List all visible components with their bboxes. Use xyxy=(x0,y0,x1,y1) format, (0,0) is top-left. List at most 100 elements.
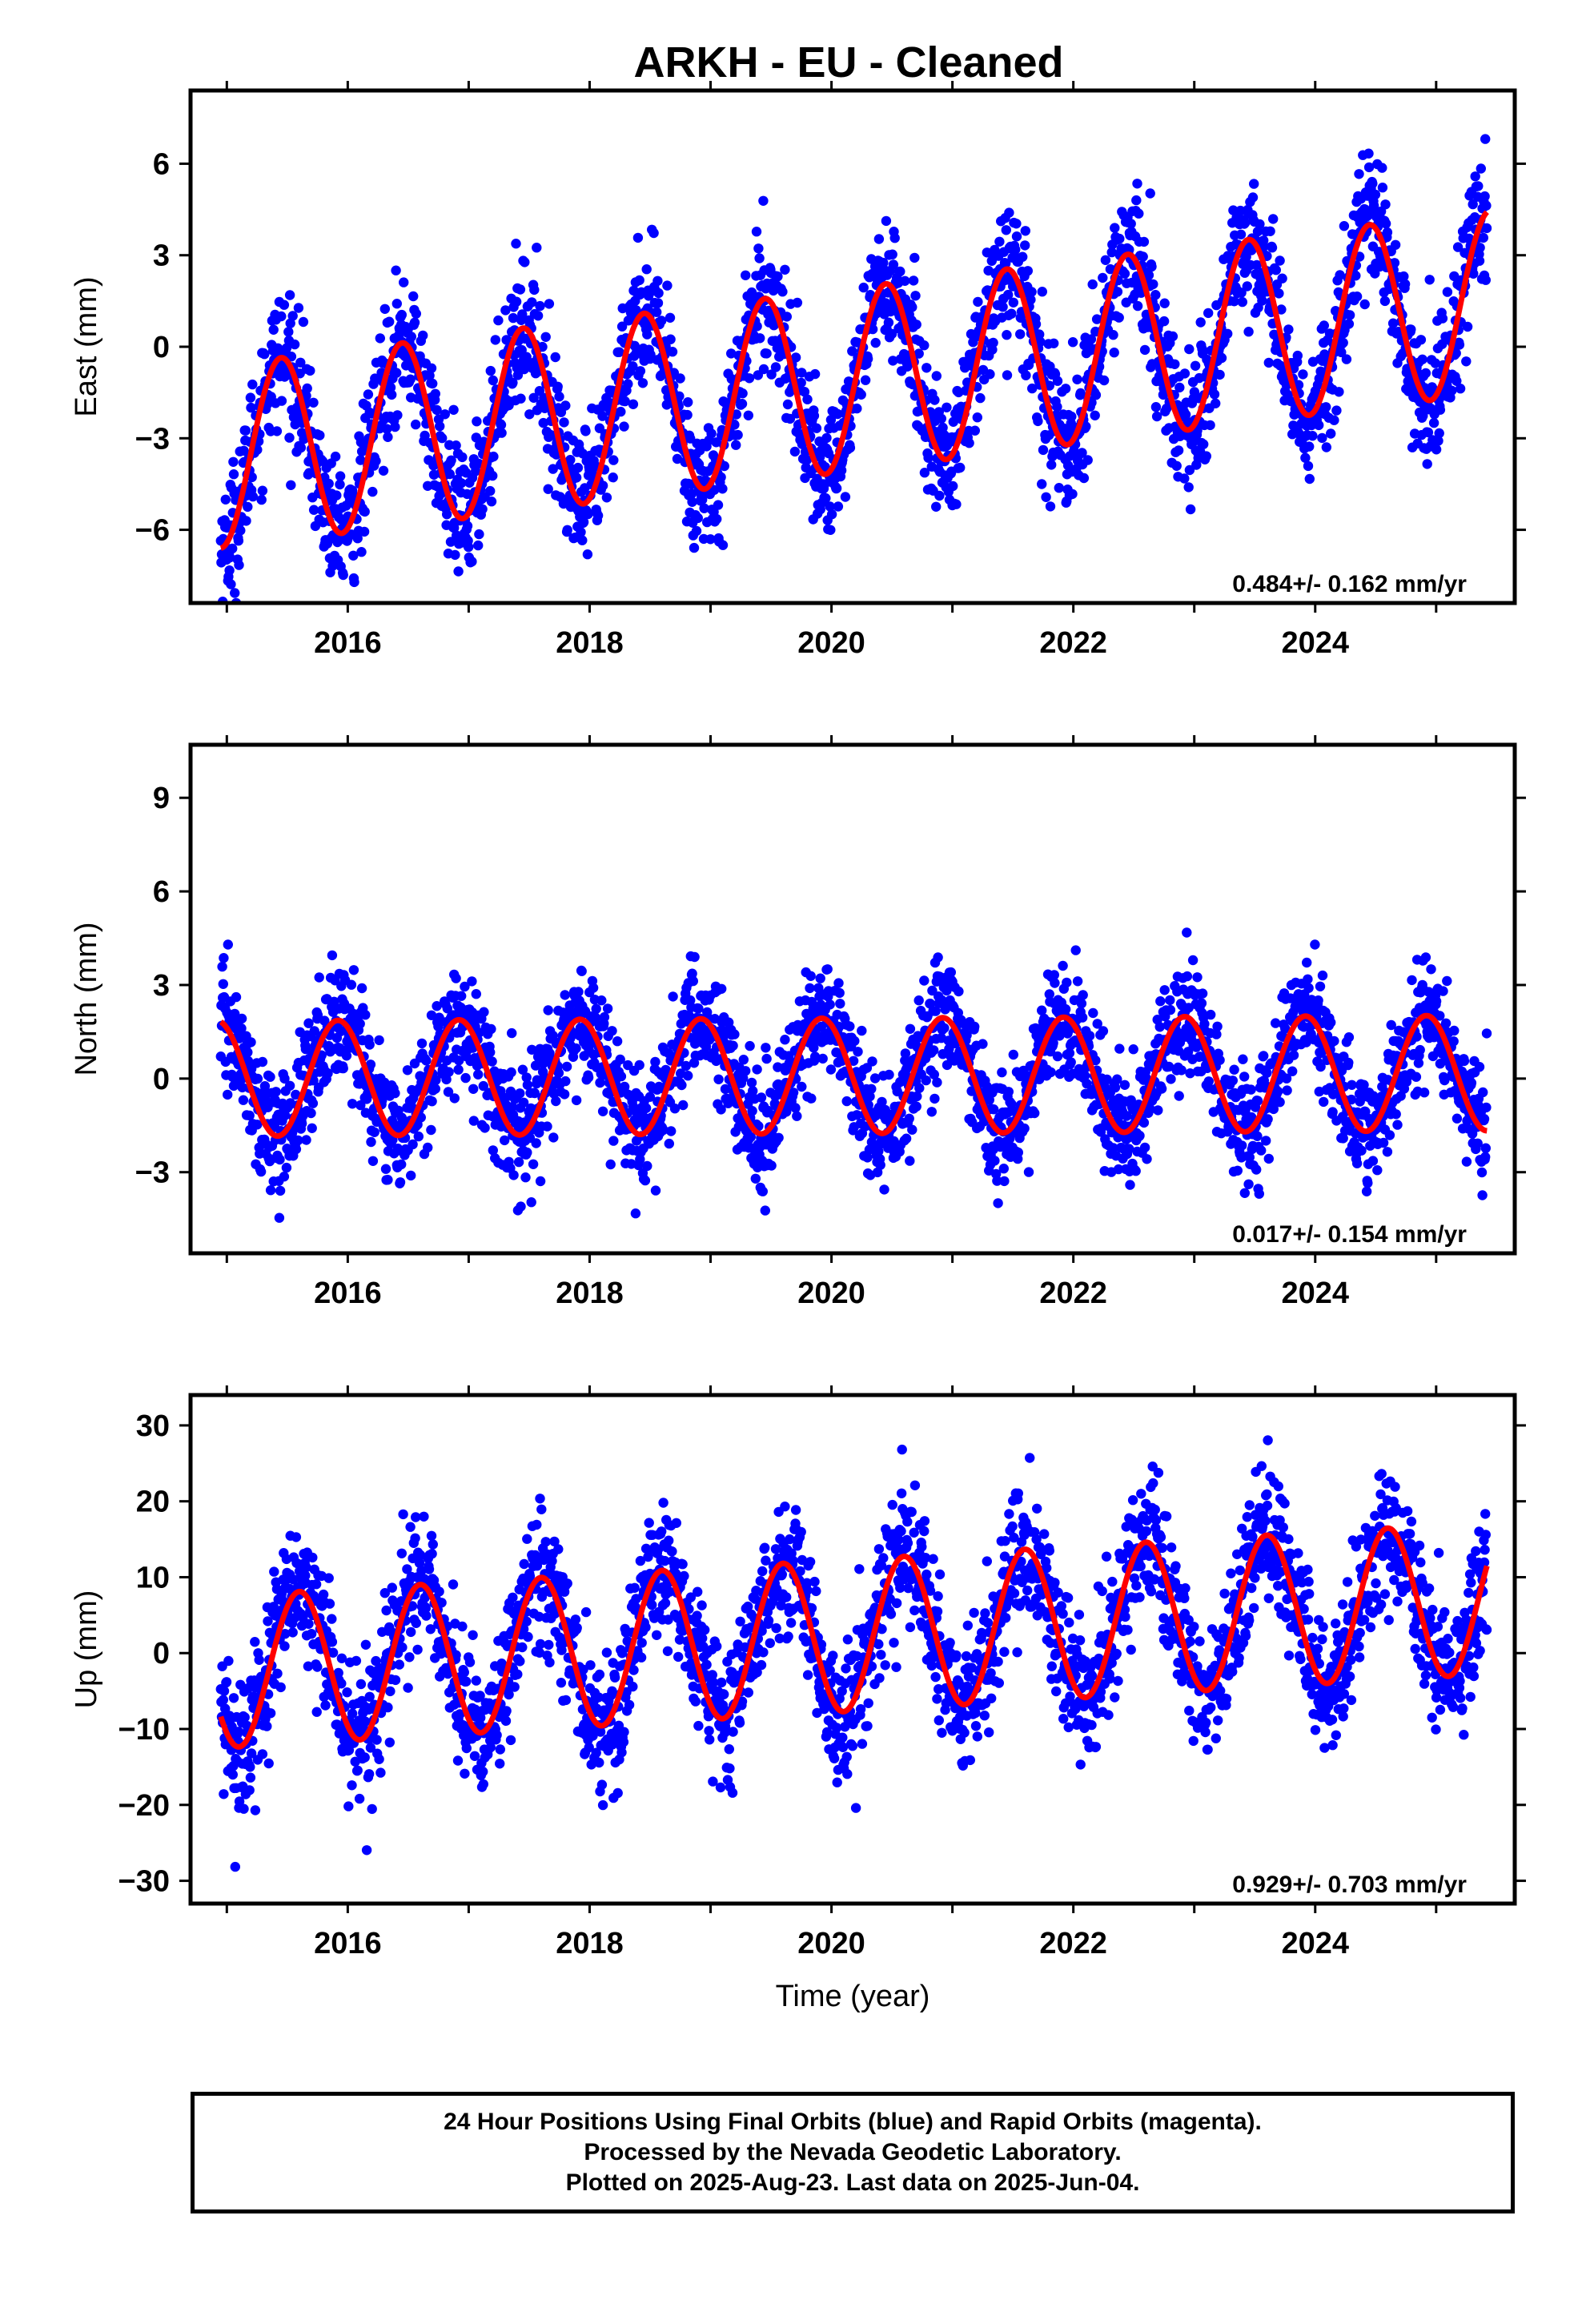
data-point xyxy=(816,1021,827,1032)
data-point xyxy=(1185,1068,1195,1079)
data-point xyxy=(658,1124,669,1136)
data-point xyxy=(1044,380,1055,391)
data-point xyxy=(1389,258,1400,268)
data-point xyxy=(1010,244,1021,255)
data-point xyxy=(427,1096,437,1107)
data-point xyxy=(265,1072,275,1082)
data-point xyxy=(379,304,390,314)
data-point xyxy=(553,1068,564,1079)
data-point xyxy=(360,1010,371,1020)
data-point xyxy=(431,1075,441,1085)
data-point xyxy=(752,321,762,332)
data-point xyxy=(430,1084,440,1094)
data-point xyxy=(528,1159,539,1170)
data-point xyxy=(966,328,977,340)
data-point xyxy=(1163,1061,1174,1072)
data-point xyxy=(1150,402,1162,412)
data-point xyxy=(758,364,769,375)
data-point xyxy=(1377,163,1387,173)
data-point xyxy=(998,302,1008,312)
data-point xyxy=(559,1089,570,1100)
data-point xyxy=(770,362,781,372)
data-point xyxy=(516,344,527,356)
data-point xyxy=(1066,411,1077,422)
data-point xyxy=(1256,1145,1267,1156)
data-point xyxy=(413,1131,424,1142)
data-point xyxy=(717,540,729,550)
data-point xyxy=(1251,259,1263,271)
data-point xyxy=(312,1010,323,1020)
y-axis-label: East (mm) xyxy=(70,276,103,416)
data-point xyxy=(1478,232,1489,243)
data-point xyxy=(1006,308,1017,319)
data-point xyxy=(279,1073,290,1084)
data-point xyxy=(1276,304,1287,315)
data-point xyxy=(257,485,268,496)
data-point xyxy=(323,1068,333,1079)
data-point xyxy=(448,404,459,415)
data-point xyxy=(443,1087,454,1097)
data-point xyxy=(921,363,932,373)
data-point xyxy=(1252,1131,1263,1142)
data-point xyxy=(1415,335,1427,345)
data-point xyxy=(372,1115,383,1126)
data-point xyxy=(305,365,315,376)
data-point xyxy=(275,1185,286,1196)
data-point xyxy=(1139,344,1150,356)
data-point xyxy=(938,422,948,433)
data-point xyxy=(426,363,437,373)
data-point xyxy=(399,277,409,287)
data-point xyxy=(1003,1087,1014,1097)
data-point xyxy=(766,1160,777,1171)
data-point xyxy=(955,462,966,473)
data-point xyxy=(471,466,481,476)
data-point xyxy=(1150,290,1161,300)
data-point xyxy=(919,468,930,478)
data-point xyxy=(219,613,228,623)
data-point xyxy=(239,445,249,456)
data-point xyxy=(1013,1147,1024,1158)
data-point xyxy=(862,353,873,364)
data-point xyxy=(1334,387,1344,397)
data-point xyxy=(713,500,724,510)
data-point xyxy=(1185,504,1196,515)
data-point xyxy=(524,409,535,420)
data-point xyxy=(802,394,813,404)
data-point xyxy=(306,1108,316,1119)
data-point xyxy=(1046,460,1057,470)
data-point xyxy=(1045,501,1056,512)
data-point xyxy=(1054,483,1065,493)
data-point xyxy=(729,420,740,430)
data-point xyxy=(1461,356,1472,367)
data-point xyxy=(1447,385,1457,396)
data-point xyxy=(1052,401,1062,412)
data-point xyxy=(678,1100,689,1111)
data-point xyxy=(699,503,709,513)
data-point xyxy=(905,1156,915,1166)
data-point xyxy=(866,1084,877,1095)
data-point xyxy=(391,299,402,309)
data-point xyxy=(456,478,467,489)
data-point xyxy=(809,410,820,421)
data-point xyxy=(1052,376,1063,386)
data-point xyxy=(1064,1047,1075,1059)
data-point xyxy=(821,493,831,504)
data-point xyxy=(1229,1064,1239,1075)
data-point xyxy=(1197,988,1208,999)
data-point xyxy=(895,266,905,277)
data-point xyxy=(1211,398,1221,408)
data-point xyxy=(1022,266,1034,276)
data-point xyxy=(1475,243,1485,253)
data-point xyxy=(526,1197,536,1208)
data-point xyxy=(738,1055,749,1065)
data-point xyxy=(1321,442,1332,452)
data-point xyxy=(1236,287,1247,298)
data-point xyxy=(1002,370,1013,380)
data-point xyxy=(993,1198,1003,1208)
data-point xyxy=(825,999,835,1010)
data-point xyxy=(1023,1167,1034,1177)
data-point xyxy=(233,536,244,546)
data-point xyxy=(291,1089,301,1100)
data-point xyxy=(478,1080,488,1092)
data-point xyxy=(1261,1136,1271,1146)
